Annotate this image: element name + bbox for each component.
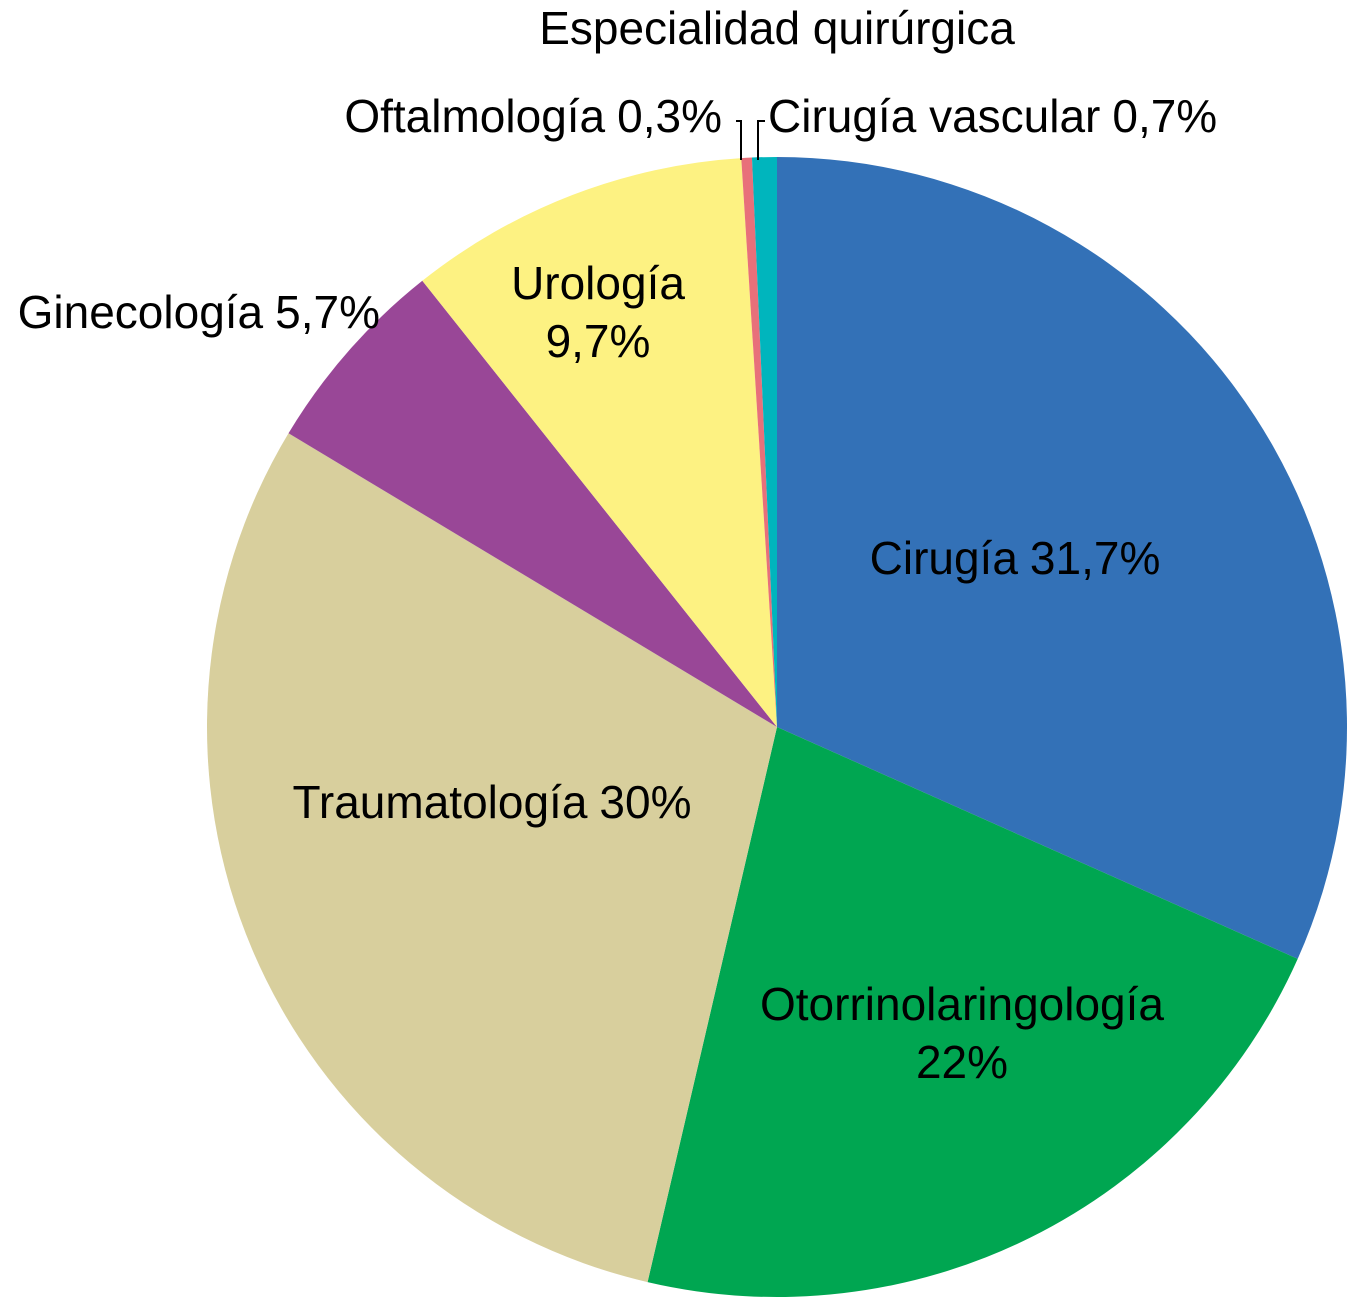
leader-line [757, 120, 765, 160]
slice-label: Cirugía vascular 0,7% [768, 90, 1217, 142]
pie-slice [777, 157, 1347, 959]
slice-value-label: 9,7% [546, 315, 651, 367]
slice-value-label: 22% [916, 1036, 1008, 1088]
slice-value-label: 31,7% [1030, 532, 1160, 584]
chart-title: Especialidad quirúrgica [539, 2, 1015, 54]
slice-category: Cirugía [870, 532, 1019, 584]
slices [207, 157, 1347, 1297]
pie-slice [751, 157, 777, 727]
slice-value-label: 30% [599, 776, 691, 828]
pie-slice [422, 158, 777, 728]
slice-category: Oftalmología [344, 90, 605, 142]
slice-category: Cirugía vascular [768, 90, 1100, 142]
slice-label: Cirugía 31,7% [870, 532, 1161, 584]
leader-line [736, 120, 742, 160]
slice-label: Urología 9,7% [511, 257, 685, 367]
labels: Cirugía 31,7% Otorrinolaringología 22% Traum… [18, 90, 1218, 1088]
slice-value-label: 0,7% [1112, 90, 1217, 142]
slice-value-label: 0,3% [617, 90, 722, 142]
slice-category: Otorrinolaringología [760, 978, 1164, 1030]
slice-category: Urología [511, 257, 685, 309]
slice-label: Otorrinolaringología 22% [760, 978, 1164, 1088]
pie-slice [741, 157, 777, 728]
slice-category: Traumatología [293, 776, 588, 828]
slice-label: Ginecología 5,7% [18, 286, 380, 338]
slice-label: Oftalmología 0,3% [344, 90, 722, 142]
pie-slice [207, 433, 778, 1283]
slice-value-label: 5,7% [275, 286, 380, 338]
slice-label: Traumatología 30% [293, 776, 692, 828]
pie-slice [288, 280, 777, 727]
pie-slice [647, 727, 1298, 1297]
slice-category: Ginecología [18, 286, 264, 338]
